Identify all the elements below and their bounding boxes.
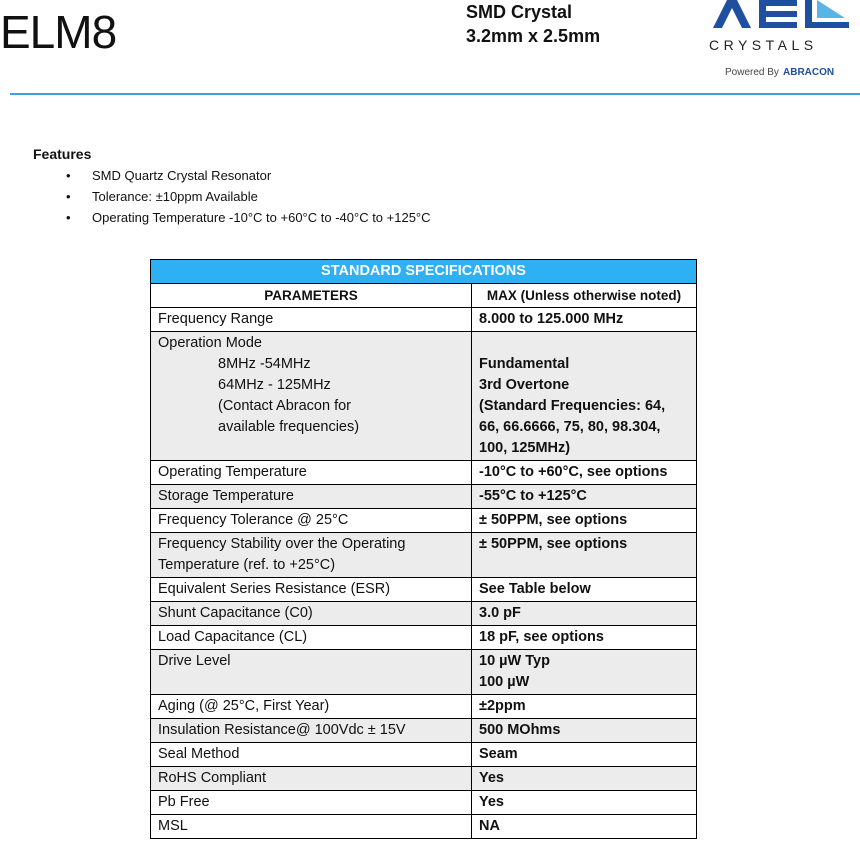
table-row: Pb Free Yes [150, 790, 697, 815]
table-row: Frequency Stability over the Operating T… [150, 532, 697, 578]
feature-item: • Tolerance: ±10ppm Available [66, 189, 258, 204]
subtitle-line-2: 3.2mm x 2.5mm [466, 26, 601, 46]
svg-text:CRYSTALS: CRYSTALS [709, 37, 818, 53]
product-title: ELM8 [0, 6, 117, 58]
svg-text:ABRACON: ABRACON [783, 67, 834, 78]
svg-text:Powered By: Powered By [725, 67, 779, 78]
feature-item: • Operating Temperature -10°C to +60°C to… [66, 210, 431, 225]
table-row: Storage Temperature -55°C to +125°C [150, 484, 697, 509]
table-row: RoHS Compliant Yes [150, 766, 697, 791]
table-row: Shunt Capacitance (C0) 3.0 pF [150, 601, 697, 626]
ael-crystals-logo: CRYSTALS Powered By ABRACON [705, 0, 855, 80]
subtitle-line-1: SMD Crystal [466, 2, 573, 22]
table-row: Operating Temperature -10°C to +60°C, see… [150, 460, 697, 485]
table-row: Frequency Tolerance @ 25°C ± 50PPM, see o… [150, 508, 697, 533]
logo-graphic: CRYSTALS Powered By ABRACON [709, 0, 849, 78]
column-header-parameters: PARAMETERS [150, 283, 472, 308]
feature-item: • SMD Quartz Crystal Resonator [66, 168, 272, 183]
column-header-max: MAX (Unless otherwise noted) [471, 283, 697, 308]
header-divider [10, 93, 860, 95]
table-row: Drive Level 10 µW Typ 100 µW [150, 649, 697, 695]
table-row: Equivalent Series Resistance (ESR) See Ta… [150, 577, 697, 602]
table-row: Frequency Range 8.000 to 125.000 MHz [150, 307, 697, 332]
table-row-operation-mode: Operation Mode 8MHz -54MHz 64MHz - 125MHz(… [150, 331, 697, 461]
product-subtitle: SMD Crystal 3.2mm x 2.5mm [466, 0, 600, 48]
table-row: Load Capacitance (CL) 18 pF, see options [150, 625, 697, 650]
table-row: Seal Method Seam [150, 742, 697, 767]
specifications-table: STANDARD SPECIFICATIONS PARAMETERS MAX (U… [150, 259, 697, 839]
table-row: MSL NA [150, 814, 697, 839]
features-heading: Features [33, 146, 92, 162]
table-row: Insulation Resistance@ 100Vdc ± 15V 500 M… [150, 718, 697, 743]
table-row: Aging (@ 25°C, First Year) ±2ppm [150, 694, 697, 719]
table-title: STANDARD SPECIFICATIONS [150, 259, 697, 284]
